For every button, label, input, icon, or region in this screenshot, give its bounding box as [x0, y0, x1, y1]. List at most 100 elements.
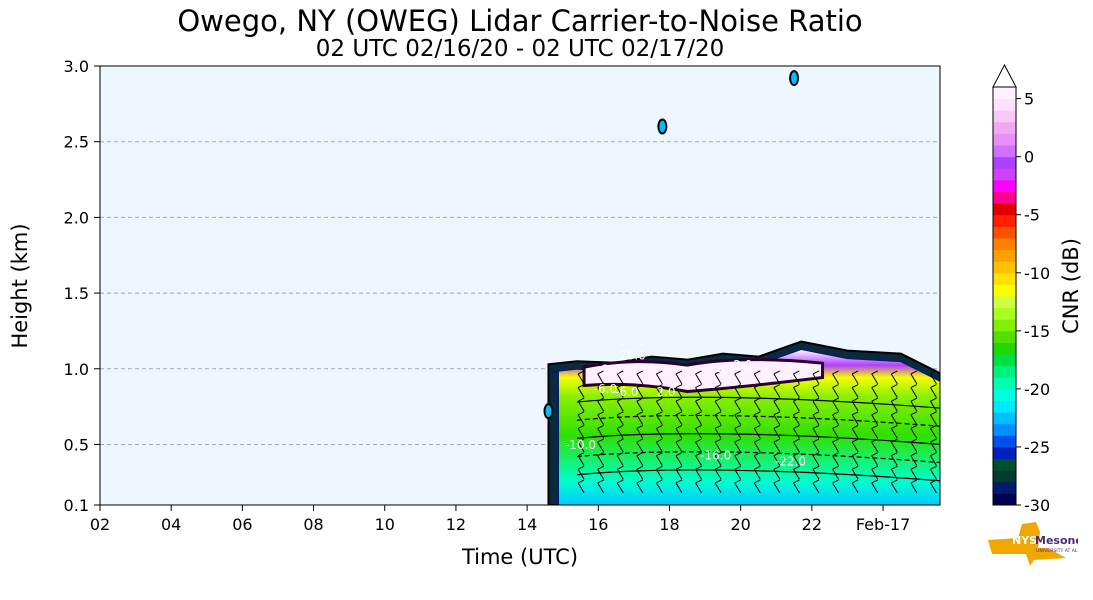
contour-label: -26.0: [615, 349, 646, 363]
wind-barb: [714, 370, 722, 385]
x-axis: 02 04 06 08 10 12 14 16 18 20 22 Feb-17: [90, 505, 910, 534]
wind-barb: [616, 411, 624, 426]
wind-barb: [636, 452, 644, 466]
wind-barb: [636, 397, 644, 412]
wind-barb: [910, 411, 918, 426]
colorbar-swatch: [993, 214, 1016, 227]
wind-barb: [753, 370, 761, 385]
logo-text: Mesonet: [1035, 534, 1078, 547]
colorbar-tick-label: -20: [1024, 380, 1050, 399]
wind-barb: [890, 424, 898, 439]
colorbar-swatch: [993, 307, 1016, 320]
wind-barb: [832, 397, 839, 412]
wind-barb: [714, 397, 722, 412]
colorbar-swatch: [993, 110, 1016, 123]
wind-barb: [616, 397, 624, 412]
wind-barb: [871, 465, 879, 480]
wind-barb: [695, 384, 702, 398]
wind-barb: [695, 397, 702, 412]
wind-barb: [792, 479, 800, 494]
y-tick-label: 2.5: [64, 133, 89, 152]
colorbar-swatch: [993, 237, 1016, 251]
wind-barb: [792, 397, 800, 412]
contour-line: [576, 451, 940, 464]
x-tick-label: 10: [375, 515, 395, 534]
wind-barb: [773, 411, 781, 426]
x-tick-label: 06: [232, 515, 252, 534]
colorbar-swatch: [993, 226, 1016, 239]
y-tick-label: 2.0: [64, 208, 89, 227]
wind-barb: [714, 411, 722, 426]
logo-nys-text: NYS: [1012, 534, 1037, 547]
wind-barb: [695, 370, 702, 385]
x-tick-label: 16: [588, 515, 608, 534]
colorbar-swatch: [993, 249, 1016, 262]
wind-barb: [753, 465, 761, 480]
colorbar-swatch: [993, 446, 1016, 460]
x-tick-label: Feb-17: [856, 515, 910, 534]
wind-barb: [832, 424, 839, 439]
wind-barb: [890, 465, 898, 480]
ny-state-shape-icon: [988, 522, 1066, 566]
wind-barb: [616, 452, 624, 466]
chart-title: Owego, NY (OWEG) Lidar Carrier-to-Noise …: [177, 4, 863, 38]
colorbar-tick-label: 5: [1024, 90, 1034, 109]
wind-barb: [812, 479, 820, 494]
wind-barb: [773, 370, 781, 385]
wind-barb: [577, 397, 585, 412]
wind-barb: [734, 438, 742, 453]
plot-frame: [99, 65, 941, 506]
wind-barb: [714, 465, 722, 480]
x-tick-label: 20: [730, 515, 750, 534]
wind-barb: [890, 438, 898, 453]
wind-barb: [930, 465, 937, 480]
wind-barb: [773, 397, 781, 412]
wind-barb: [773, 465, 781, 480]
isolated-echo: [789, 70, 800, 87]
wind-barb: [812, 397, 820, 412]
colorbar-swatch: [993, 191, 1016, 204]
wind-barb: [851, 438, 859, 453]
wind-barb: [832, 411, 839, 426]
nys-mesonet-logo: NYS Mesonet UNIVERSITY AT ALBANY: [978, 518, 1090, 566]
colorbar-swatch: [993, 365, 1016, 378]
colorbar-swatch: [993, 400, 1016, 413]
wind-barb: [675, 397, 683, 412]
colorbar-swatch: [993, 388, 1016, 401]
wind-barb: [890, 370, 898, 385]
wind-barb: [930, 397, 937, 412]
wind-barb: [655, 438, 663, 453]
wind-barb: [597, 384, 605, 398]
wind-barb: [616, 424, 624, 439]
colorbar-tick-label: -5: [1024, 206, 1040, 225]
colorbar-swatch: [993, 377, 1016, 390]
wind-barb: [871, 424, 879, 439]
wind-barb: [753, 424, 761, 439]
wind-barb: [675, 438, 683, 453]
wind-barb: [832, 384, 839, 398]
wind-barb: [734, 370, 742, 385]
wind-barb: [714, 452, 722, 466]
wind-barb: [910, 370, 918, 385]
wind-barb: [832, 479, 839, 494]
wind-barb: [636, 465, 644, 480]
contour-line: [576, 432, 940, 445]
wind-barb: [812, 411, 820, 426]
wind-barb: [871, 438, 879, 453]
colorbar-swatch: [993, 98, 1016, 111]
wind-barb: [616, 438, 624, 453]
wind-barb: [597, 452, 605, 466]
wind-barb: [792, 370, 800, 385]
wind-barb: [675, 411, 683, 426]
wind-barb: [851, 411, 859, 426]
wind-barb: [675, 384, 683, 398]
wind-barb: [851, 370, 859, 385]
wind-barb: [734, 384, 742, 398]
wind-barb: [930, 452, 937, 466]
x-tick-label: 22: [802, 515, 822, 534]
wind-barb: [597, 424, 605, 439]
wind-barb: [597, 479, 605, 494]
y-axis: 0.1 0.5 1.0 1.5 2.0 2.5 3.0: [64, 57, 100, 515]
wind-barb: [871, 452, 879, 466]
